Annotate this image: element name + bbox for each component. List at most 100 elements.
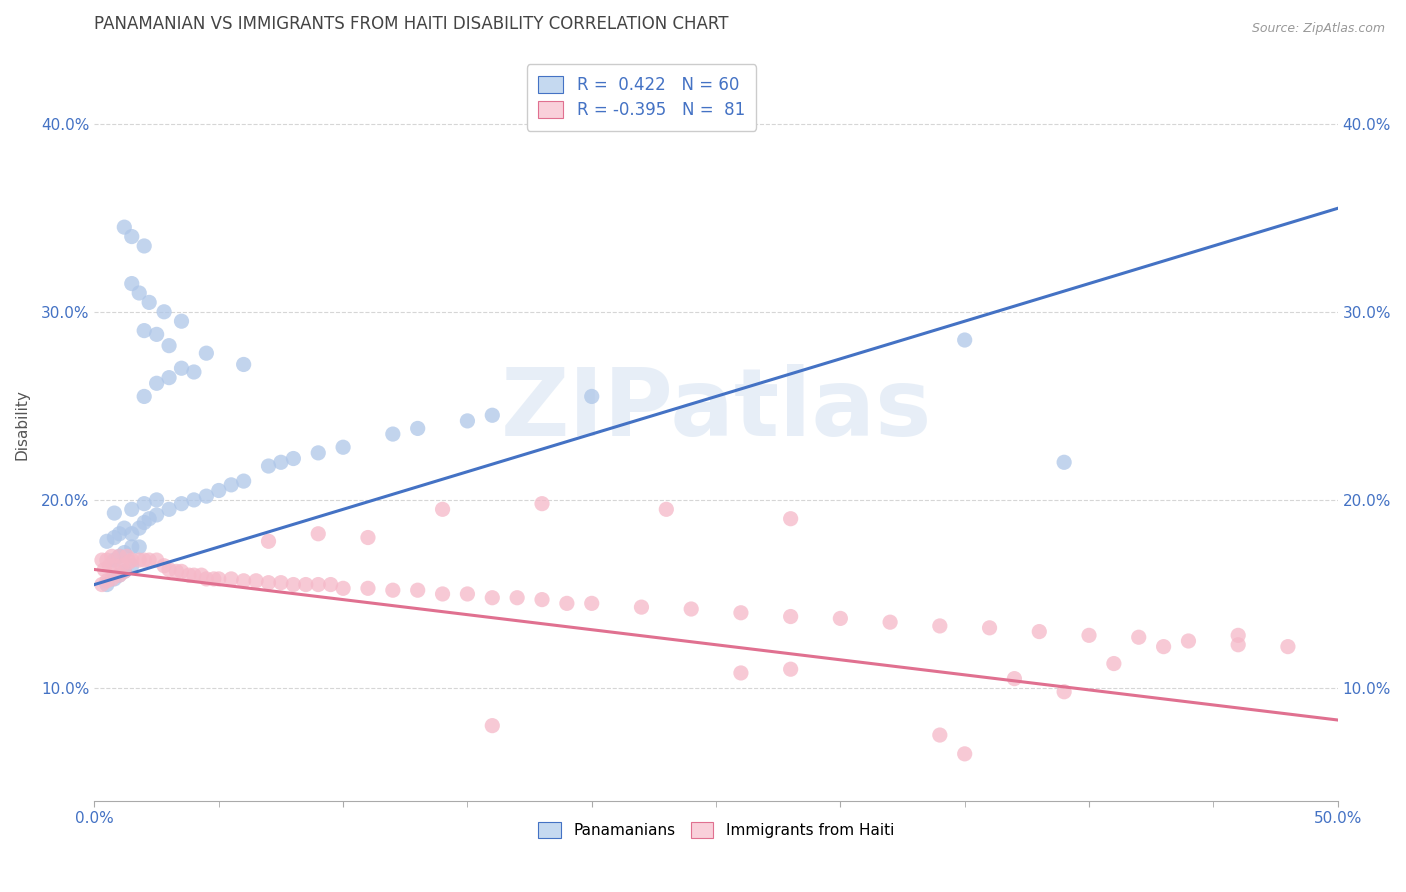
Point: [245, 574, 267, 588]
Point: [90, 553, 112, 567]
Point: [96, 574, 118, 588]
Text: PANAMANIAN VS IMMIGRANTS FROM HAITI DISABILITY CORRELATION CHART: PANAMANIAN VS IMMIGRANTS FROM HAITI DISA…: [94, 15, 728, 33]
Point: [183, 492, 205, 507]
Point: [121, 558, 143, 573]
Point: [170, 361, 193, 376]
Point: [108, 549, 131, 564]
Point: [195, 346, 218, 360]
Point: [730, 606, 752, 620]
Point: [103, 531, 125, 545]
Point: [655, 502, 678, 516]
Point: [108, 568, 131, 582]
Point: [208, 572, 231, 586]
Point: [779, 662, 801, 676]
Point: [111, 558, 134, 573]
Point: [128, 285, 150, 300]
Point: [270, 575, 292, 590]
Point: [481, 591, 503, 605]
Point: [145, 376, 167, 391]
Point: [134, 324, 156, 338]
Point: [257, 458, 280, 473]
Point: [257, 534, 280, 549]
Point: [134, 553, 156, 567]
Point: [138, 553, 160, 567]
Text: ZIPatlas: ZIPatlas: [501, 364, 932, 456]
Point: [112, 565, 135, 579]
Point: [103, 572, 125, 586]
Point: [96, 577, 118, 591]
Point: [270, 455, 292, 469]
Point: [319, 577, 342, 591]
Point: [283, 451, 305, 466]
Point: [1028, 624, 1050, 639]
Point: [357, 531, 380, 545]
Point: [145, 327, 167, 342]
Point: [928, 728, 950, 742]
Point: [219, 478, 242, 492]
Point: [1227, 638, 1250, 652]
Point: [406, 583, 429, 598]
Point: [108, 549, 131, 564]
Point: [121, 526, 143, 541]
Point: [101, 572, 124, 586]
Point: [381, 583, 404, 598]
Point: [157, 562, 180, 576]
Point: [157, 370, 180, 384]
Point: [555, 596, 578, 610]
Point: [128, 553, 150, 567]
Point: [112, 521, 135, 535]
Point: [183, 365, 205, 379]
Point: [166, 565, 188, 579]
Point: [1277, 640, 1299, 654]
Point: [979, 621, 1001, 635]
Point: [195, 489, 218, 503]
Point: [581, 596, 603, 610]
Point: [121, 553, 143, 567]
Point: [153, 305, 176, 319]
Point: [170, 314, 193, 328]
Point: [581, 389, 603, 403]
Point: [90, 577, 112, 591]
Point: [1128, 630, 1150, 644]
Point: [1102, 657, 1125, 671]
Point: [103, 558, 125, 573]
Point: [101, 549, 124, 564]
Point: [145, 508, 167, 522]
Point: [108, 568, 131, 582]
Point: [93, 562, 115, 576]
Point: [183, 568, 205, 582]
Point: [112, 220, 135, 235]
Point: [530, 592, 553, 607]
Point: [357, 582, 380, 596]
Point: [121, 502, 143, 516]
Point: [232, 358, 254, 372]
Point: [98, 558, 121, 573]
Point: [295, 577, 318, 591]
Point: [202, 572, 225, 586]
Point: [96, 553, 118, 567]
Point: [928, 619, 950, 633]
Point: [103, 506, 125, 520]
Point: [953, 747, 976, 761]
Point: [153, 558, 176, 573]
Point: [307, 526, 329, 541]
Point: [157, 502, 180, 516]
Point: [257, 575, 280, 590]
Point: [779, 609, 801, 624]
Point: [406, 421, 429, 435]
Point: [112, 545, 135, 559]
Point: [830, 611, 852, 625]
Point: [177, 568, 200, 582]
Point: [730, 665, 752, 680]
Point: [307, 577, 329, 591]
Point: [121, 229, 143, 244]
Point: [128, 540, 150, 554]
Point: [128, 521, 150, 535]
Point: [381, 427, 404, 442]
Text: Source: ZipAtlas.com: Source: ZipAtlas.com: [1251, 22, 1385, 36]
Point: [1177, 634, 1199, 648]
Point: [170, 497, 193, 511]
Point: [779, 512, 801, 526]
Point: [307, 446, 329, 460]
Point: [456, 587, 478, 601]
